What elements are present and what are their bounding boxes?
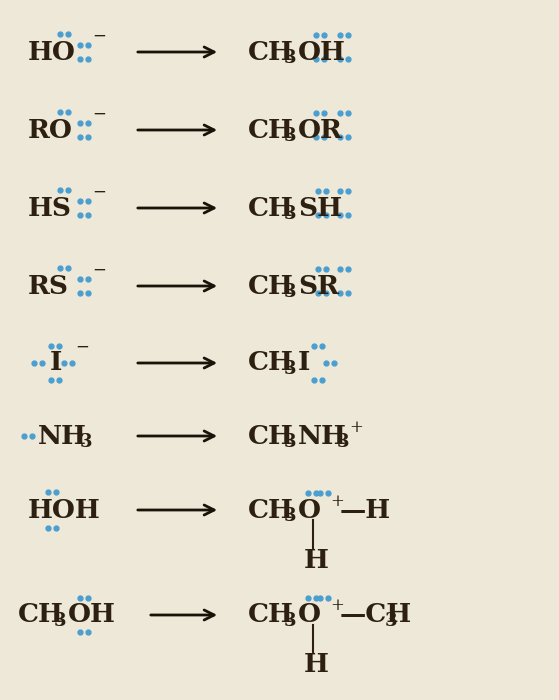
Text: RS: RS bbox=[28, 274, 69, 298]
Text: H: H bbox=[304, 652, 329, 678]
Text: NH: NH bbox=[298, 424, 347, 449]
Text: 3: 3 bbox=[54, 612, 67, 630]
Text: HOH: HOH bbox=[28, 498, 101, 522]
Text: 3: 3 bbox=[284, 612, 296, 630]
Text: 3: 3 bbox=[284, 283, 296, 301]
Text: —H: —H bbox=[340, 498, 391, 522]
Text: CH: CH bbox=[248, 498, 294, 522]
Text: +: + bbox=[330, 493, 344, 510]
Text: 3: 3 bbox=[80, 433, 92, 451]
Text: −: − bbox=[75, 339, 89, 356]
Text: HS: HS bbox=[28, 195, 72, 220]
Text: CH: CH bbox=[248, 424, 294, 449]
Text: HO: HO bbox=[28, 39, 76, 64]
Text: I: I bbox=[298, 351, 310, 375]
Text: 3: 3 bbox=[284, 205, 296, 223]
Text: 3: 3 bbox=[284, 49, 296, 67]
Text: O: O bbox=[298, 603, 321, 627]
Text: OH: OH bbox=[298, 39, 346, 64]
Text: H: H bbox=[304, 547, 329, 573]
Text: 3: 3 bbox=[284, 507, 296, 525]
Text: —CH: —CH bbox=[340, 603, 412, 627]
Text: CH: CH bbox=[248, 195, 294, 220]
Text: OR: OR bbox=[298, 118, 343, 143]
Text: RO: RO bbox=[28, 118, 73, 143]
Text: +: + bbox=[330, 598, 344, 615]
Text: I: I bbox=[50, 351, 63, 375]
Text: SH: SH bbox=[298, 195, 342, 220]
Text: −: − bbox=[92, 262, 106, 279]
Text: −: − bbox=[92, 27, 106, 45]
Text: CH: CH bbox=[248, 351, 294, 375]
Text: +: + bbox=[349, 419, 363, 435]
Text: CH: CH bbox=[18, 603, 64, 627]
Text: CH: CH bbox=[248, 39, 294, 64]
Text: 3: 3 bbox=[284, 360, 296, 378]
Text: 3: 3 bbox=[284, 433, 296, 451]
Text: 3: 3 bbox=[284, 127, 296, 145]
Text: 3: 3 bbox=[337, 433, 349, 451]
Text: NH: NH bbox=[38, 424, 87, 449]
Text: CH: CH bbox=[248, 118, 294, 143]
Text: O: O bbox=[298, 498, 321, 522]
Text: 3: 3 bbox=[385, 612, 397, 630]
Text: OH: OH bbox=[68, 603, 116, 627]
Text: −: − bbox=[92, 183, 106, 200]
Text: CH: CH bbox=[248, 603, 294, 627]
Text: SR: SR bbox=[298, 274, 339, 298]
Text: CH: CH bbox=[248, 274, 294, 298]
Text: −: − bbox=[92, 106, 106, 122]
